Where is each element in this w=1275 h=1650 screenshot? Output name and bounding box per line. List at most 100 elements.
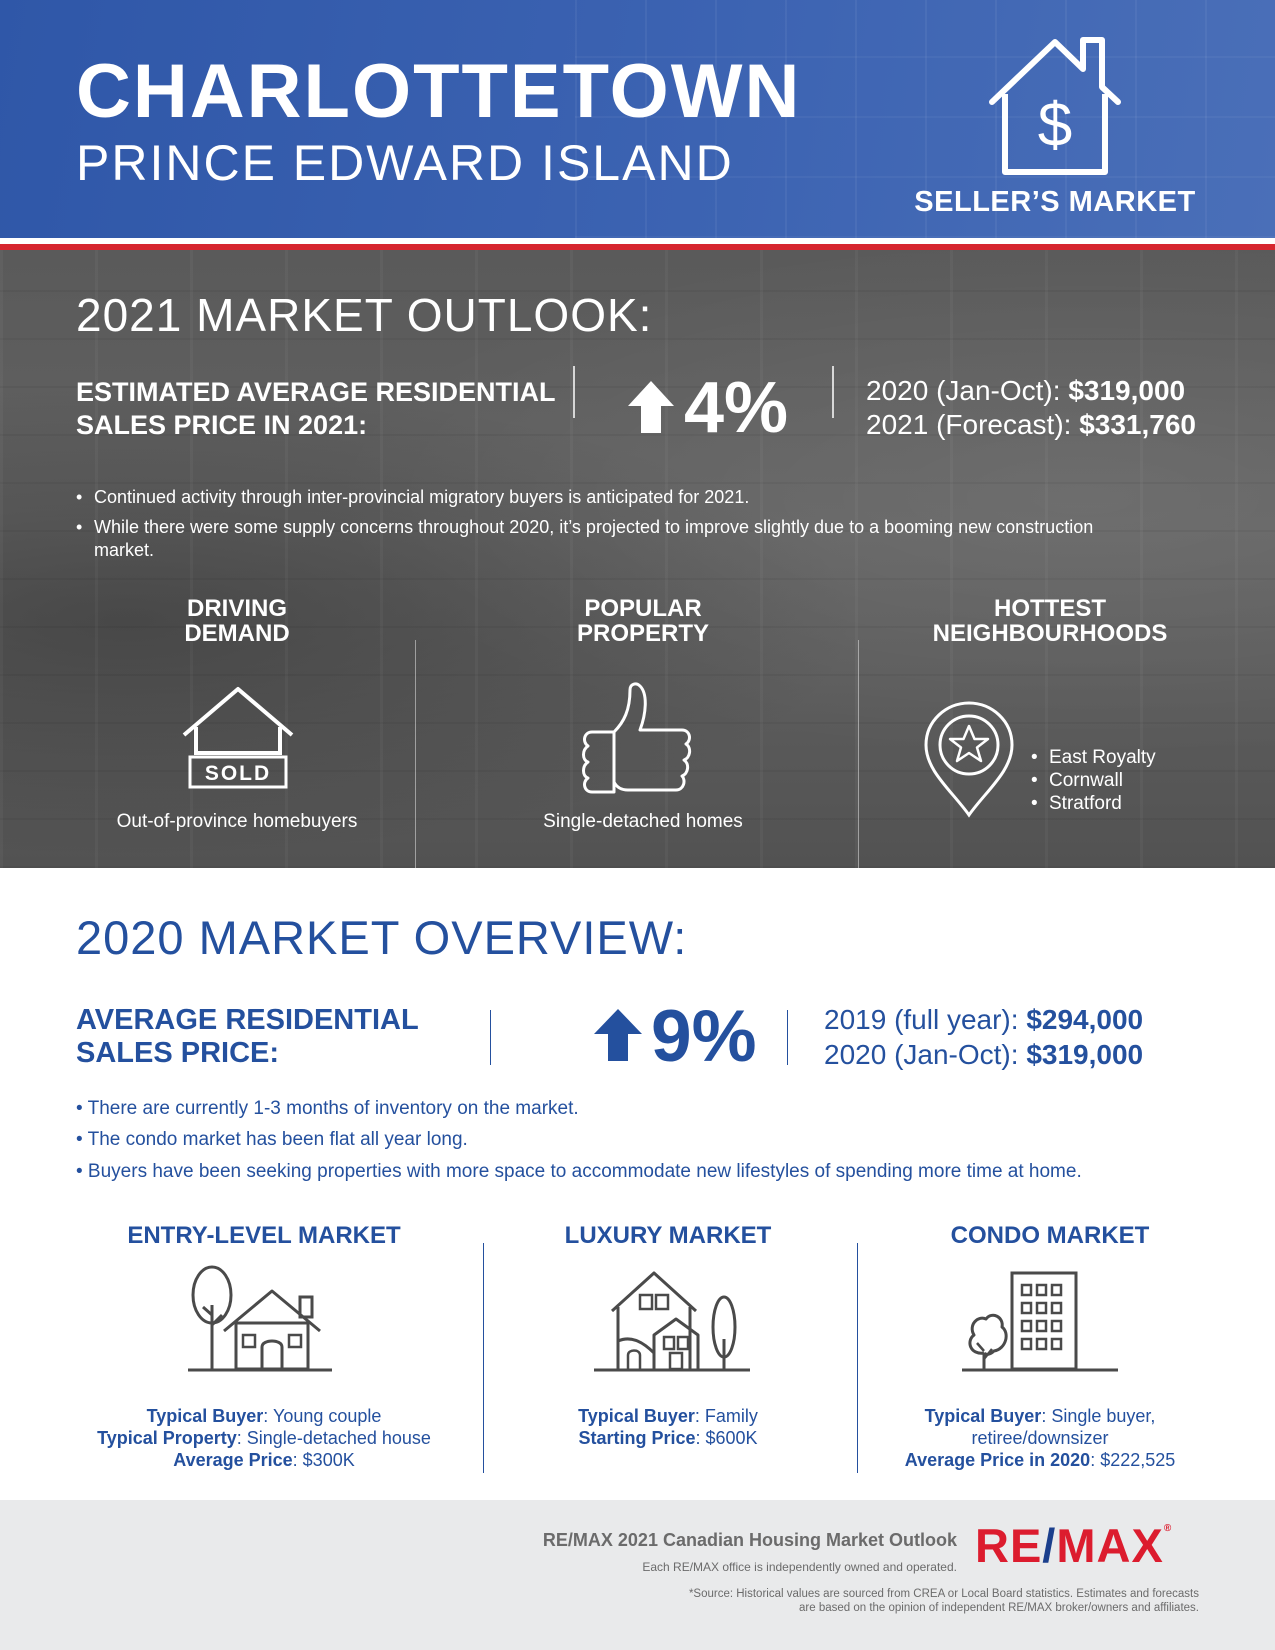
outlook-change-percent: 4% [684,368,789,448]
up-arrow-icon [628,381,674,433]
detail-row: retiree/downsizer [860,1427,1220,1449]
overview-stat-2019: 2019 (full year): $294,000 [824,1003,1143,1037]
overview-bullet: • Buyers have been seeking properties wi… [76,1161,1082,1182]
detail-value: : Family [694,1406,758,1426]
detail-row: Starting Price: $600K [498,1427,838,1449]
detail-value: retiree/downsizer [971,1428,1109,1448]
up-arrow-icon [594,1009,642,1061]
overview-stat-2020: 2020 (Jan-Oct): $319,000 [824,1038,1143,1072]
logo-slash: / [1042,1519,1057,1572]
list-item: • East Royalty [1031,746,1156,769]
outlook-separator-left [573,366,575,418]
outlook-stat-2021: 2021 (Forecast): $331,760 [866,408,1196,442]
neighbourhood-name: East Royalty [1049,747,1156,768]
overview-bullet: • There are currently 1-3 months of inve… [76,1098,579,1119]
stat-value: $319,000 [1026,1039,1144,1070]
logo-text: RE [975,1519,1043,1572]
hottest-neighbourhoods-title: HOTTEST NEIGHBOURHOODS [900,596,1200,646]
outlook-separator-right [832,366,834,418]
popular-property-caption: Single-detached homes [543,811,743,832]
detail-value: : Single buyer, [1041,1406,1156,1426]
bullet-dot: • [1031,770,1038,791]
bullet-dot: • [76,487,83,507]
header-background-texture [575,0,1275,238]
neighbourhood-name: Cornwall [1049,770,1123,791]
driving-demand-title: DRIVING DEMAND [137,596,337,646]
entry-market-title: ENTRY-LEVEL MARKET [127,1222,401,1249]
source-line: *Source: Historical values are sourced f… [688,1588,1199,1600]
stat-label: 2021 (Forecast): [866,409,1080,440]
outlook-stat-2020: 2020 (Jan-Oct): $319,000 [866,374,1185,408]
detail-row: Typical Property: Single-detached house [64,1427,464,1449]
title-line: DRIVING [186,595,287,622]
registered-mark: ® [1163,1523,1173,1534]
neighbourhood-list: • East Royalty • Cornwall • Stratford [1031,746,1156,815]
overview-bullet: • The condo market has been flat all yea… [76,1129,468,1150]
detail-row: Typical Buyer: Family [498,1405,838,1427]
bullet-dot: • [1031,747,1038,768]
condo-building-icon [962,1271,1118,1372]
overview-change-percent: 9% [651,996,757,1077]
detail-row: Typical Buyer: Single buyer, [860,1405,1220,1427]
outlook-bullet: • Continued activity through inter-provi… [76,486,1136,509]
bullet-dot: • [1031,793,1038,814]
divider-stripe-red [0,244,1275,250]
luxury-market-details: Typical Buyer: Family Starting Price: $6… [498,1405,838,1449]
overview-price-label: AVERAGE RESIDENTIAL SALES PRICE: [76,1004,419,1069]
list-item: • Cornwall [1031,769,1156,792]
market-column-separator [857,1243,858,1473]
detail-value: : Single-detached house [236,1428,431,1448]
detail-value: : $222,525 [1090,1450,1176,1470]
column-separator [858,640,859,868]
detail-value: : $600K [695,1428,758,1448]
detail-value: : $300K [292,1450,355,1470]
detail-value: : Young couple [263,1406,382,1426]
detail-label: Starting Price [578,1428,696,1448]
stat-label: 2019 (full year): [824,1004,1027,1035]
outlook-heading: 2021 MARKET OUTLOOK: [76,289,653,341]
condo-market-title: CONDO MARKET [950,1222,1150,1249]
neighbourhood-name: Stratford [1049,793,1122,814]
remax-logo: RE/MAX® [975,1522,1172,1569]
detail-label: Average Price in 2020 [904,1450,1091,1470]
market-type-label: SELLER’S MARKET [914,186,1196,218]
city-title: CHARLOTTETOWN [76,49,802,134]
detail-label: Average Price [173,1450,293,1470]
stat-label: 2020 (Jan-Oct): [866,375,1069,406]
bullet-text: While there were some supply concerns th… [94,517,1094,560]
outlook-photo-background [0,250,1275,868]
footer-source-note: *Source: Historical values are sourced f… [499,1587,1199,1615]
sold-house-icon: SOLD [182,687,294,789]
outlook-price-label: ESTIMATED AVERAGE RESIDENTIAL SALES PRIC… [76,377,556,440]
market-column-separator [483,1243,484,1473]
logo-text: MAX [1056,1519,1164,1572]
title-line: DEMAND [184,620,290,647]
footer-title: RE/MAX 2021 Canadian Housing Market Outl… [542,1530,957,1550]
detail-label: Typical Buyer [578,1406,695,1426]
outlook-section: 2021 MARKET OUTLOOK: ESTIMATED AVERAGE R… [0,250,1275,868]
outlook-bullet: • While there were some supply concerns … [76,516,1136,562]
title-line: NEIGHBOURHOODS [932,620,1168,647]
header-banner: CHARLOTTETOWN PRINCE EDWARD ISLAND $ SEL… [0,0,1275,238]
overview-separator-left [490,1010,491,1065]
title-line: HOTTEST [994,595,1106,622]
stat-value: $294,000 [1026,1004,1144,1035]
detail-label: Typical Buyer [146,1406,264,1426]
detail-row: Average Price in 2020: $222,525 [860,1449,1220,1471]
overview-heading: 2020 MARKET OVERVIEW: [76,911,688,964]
map-pin-star-icon [924,701,1014,818]
condo-market-details: Typical Buyer: Single buyer, retiree/dow… [860,1405,1220,1471]
title-line: PROPERTY [576,620,710,647]
detail-row: Typical Buyer: Young couple [64,1405,464,1427]
stat-value: $319,000 [1068,375,1186,406]
source-line: are based on the opinion of independent … [799,1602,1199,1614]
sold-sign-text: SOLD [205,762,271,785]
svg-text:$: $ [1038,91,1072,160]
house-dollar-icon: $ [989,37,1121,175]
entry-level-house-icon [188,1265,332,1372]
divider-stripe-white [0,238,1275,244]
province-title: PRINCE EDWARD ISLAND [76,135,734,191]
thumbs-up-icon [582,682,692,794]
bullet-text: Continued activity through inter-provinc… [94,487,750,507]
bullet-dot: • [76,517,83,537]
